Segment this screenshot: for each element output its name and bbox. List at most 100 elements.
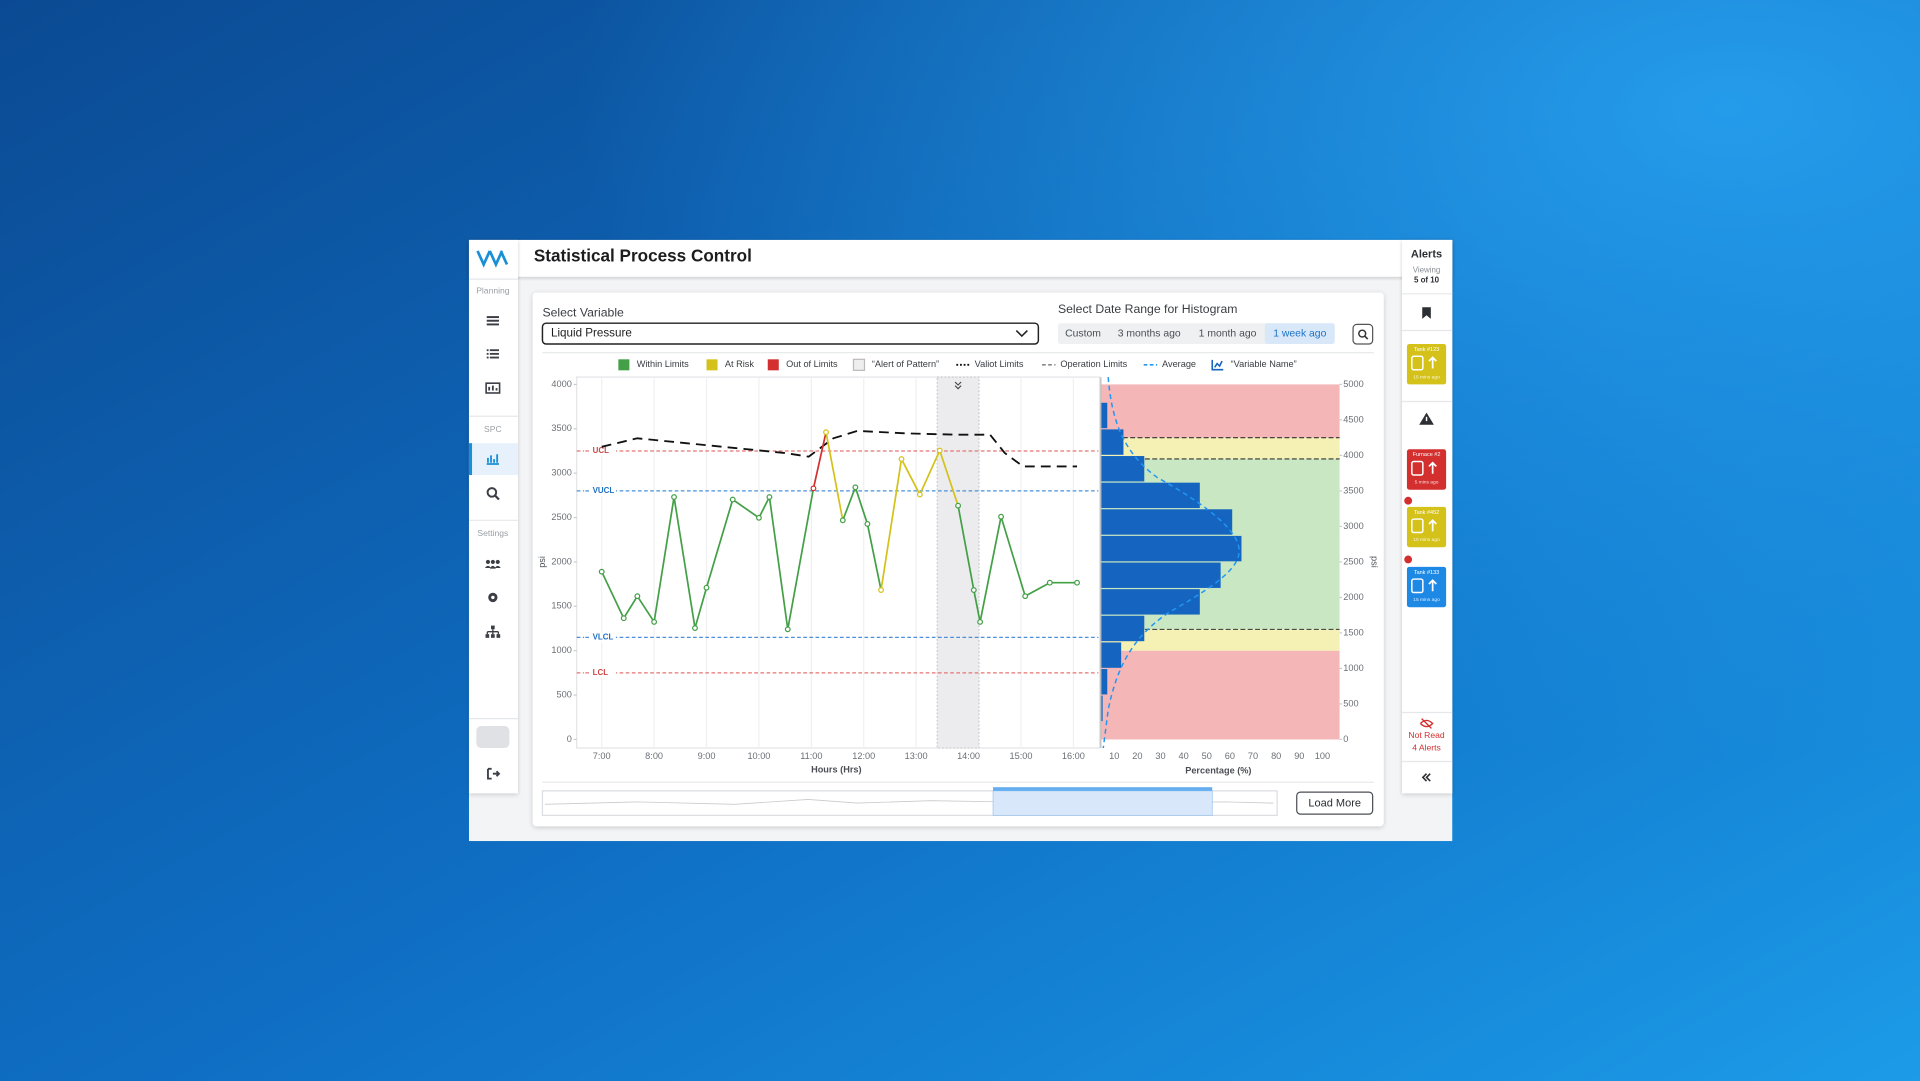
data-point	[651, 618, 658, 625]
x-tick-label: 20	[1132, 751, 1142, 761]
alert-card-arrow	[1428, 461, 1437, 474]
legend-swatch	[1211, 359, 1224, 371]
alert-card-icon	[1411, 578, 1424, 594]
y-tick-label: 3000	[551, 468, 571, 478]
header-bar	[468, 239, 1453, 277]
icon-shape	[489, 352, 499, 355]
data-point	[955, 502, 962, 509]
band-handle[interactable]	[954, 381, 962, 390]
y-axis-label: psi	[537, 556, 547, 568]
histogram-zone	[1100, 650, 1340, 740]
data-point	[1022, 593, 1029, 600]
y2-tick-label: 2000	[1343, 592, 1363, 602]
legend-label: “Variable Name”	[1231, 359, 1297, 369]
data-point	[916, 491, 923, 498]
data-point	[898, 456, 905, 462]
date-range-label: Select Date Range for Histogram	[1058, 302, 1238, 316]
search-button[interactable]	[1352, 323, 1374, 345]
icon-shape	[486, 319, 499, 322]
x-tick-label: 70	[1248, 751, 1258, 761]
not-read-count: 4 Alerts	[1412, 742, 1441, 752]
logo[interactable]	[476, 250, 509, 268]
sidebar-toggle[interactable]	[476, 725, 510, 749]
series-segment	[812, 431, 827, 490]
navigator-handle[interactable]	[993, 787, 1213, 791]
legend-label: Operation Limits	[1060, 359, 1127, 369]
x-tick-label: 15:00	[1010, 751, 1033, 761]
data-point	[671, 494, 677, 500]
histogram-bar	[1100, 669, 1108, 695]
x-tick-label: 8:00	[645, 751, 663, 761]
nav-icon[interactable]	[486, 454, 499, 465]
limit-label-bg	[584, 486, 616, 496]
nav-icon[interactable]	[488, 592, 498, 603]
unread-dot	[1404, 496, 1413, 505]
alert-card-time: 5 mins ago	[1415, 480, 1439, 486]
y-tick-label: 4000	[551, 379, 571, 389]
limit-label-bg	[584, 446, 616, 456]
alert-card-arrow	[1428, 519, 1437, 532]
alert-card[interactable]	[1406, 506, 1447, 548]
y2-tick-label: 3500	[1343, 485, 1363, 495]
navigator-window[interactable]	[992, 790, 1213, 816]
series-segment	[972, 589, 981, 623]
x-tick-label: 80	[1271, 751, 1281, 761]
icon-shape	[490, 559, 495, 565]
alert-card-time: 15 mins ago	[1413, 374, 1440, 380]
nav-icon[interactable]	[484, 559, 501, 569]
series-segment	[880, 458, 903, 591]
data-point	[977, 618, 984, 625]
data-point	[598, 568, 605, 575]
x-tick-label: 10	[1109, 751, 1119, 761]
nav-icon[interactable]	[486, 349, 499, 359]
icon-shape	[487, 767, 501, 780]
nav-icon[interactable]	[487, 767, 501, 780]
data-point	[839, 517, 846, 524]
alert-card-icon	[1411, 460, 1424, 476]
limit-label: UCL	[593, 446, 609, 455]
histogram-zone	[1100, 384, 1340, 438]
not-read-icon	[1419, 718, 1434, 729]
variable-select[interactable]	[541, 322, 1040, 345]
x-tick-label: 60	[1225, 751, 1235, 761]
y2-tick-label: 1500	[1343, 627, 1363, 637]
y2-tick-label: 2500	[1343, 556, 1363, 566]
histogram-bar	[1100, 695, 1103, 722]
series-segment	[636, 595, 655, 623]
icon-shape	[495, 559, 500, 565]
y-tick-label: 0	[567, 734, 572, 744]
x-tick-label: 7:00	[593, 751, 611, 761]
nav-icon[interactable]	[486, 487, 500, 501]
icon-shape	[485, 382, 501, 394]
histogram-bar	[1100, 642, 1122, 668]
series-segment	[705, 498, 734, 589]
icon-shape	[486, 352, 489, 355]
data-point	[703, 584, 710, 591]
icon-shape	[486, 454, 499, 465]
legend-swatch	[618, 359, 630, 371]
limit-label-bg	[584, 632, 616, 643]
nav-icon[interactable]	[485, 625, 501, 638]
alert-card[interactable]	[1406, 449, 1447, 490]
bookmark-icon[interactable]	[1422, 307, 1431, 319]
series-segment	[938, 449, 959, 507]
alert-pattern-band	[936, 376, 980, 749]
alert-card[interactable]	[1406, 566, 1447, 608]
alert-card-arrow	[1428, 579, 1437, 592]
icon-shape	[486, 356, 489, 359]
data-point	[878, 587, 884, 593]
unread-dot	[1404, 555, 1413, 564]
collapse-icon[interactable]	[1421, 773, 1431, 782]
icon-shape	[485, 559, 491, 565]
icon-shape	[485, 634, 490, 638]
nav-icon[interactable]	[485, 382, 501, 394]
x-tick-label: 40	[1179, 751, 1189, 761]
date-option: 3 months ago	[1118, 328, 1181, 339]
icon-shape	[486, 349, 489, 352]
alert-card[interactable]	[1406, 344, 1447, 385]
load-more-button[interactable]	[1296, 791, 1374, 815]
date-option: Custom	[1065, 328, 1101, 339]
nav-icon[interactable]	[486, 316, 499, 326]
data-point	[852, 484, 859, 491]
icon-shape	[496, 634, 501, 638]
